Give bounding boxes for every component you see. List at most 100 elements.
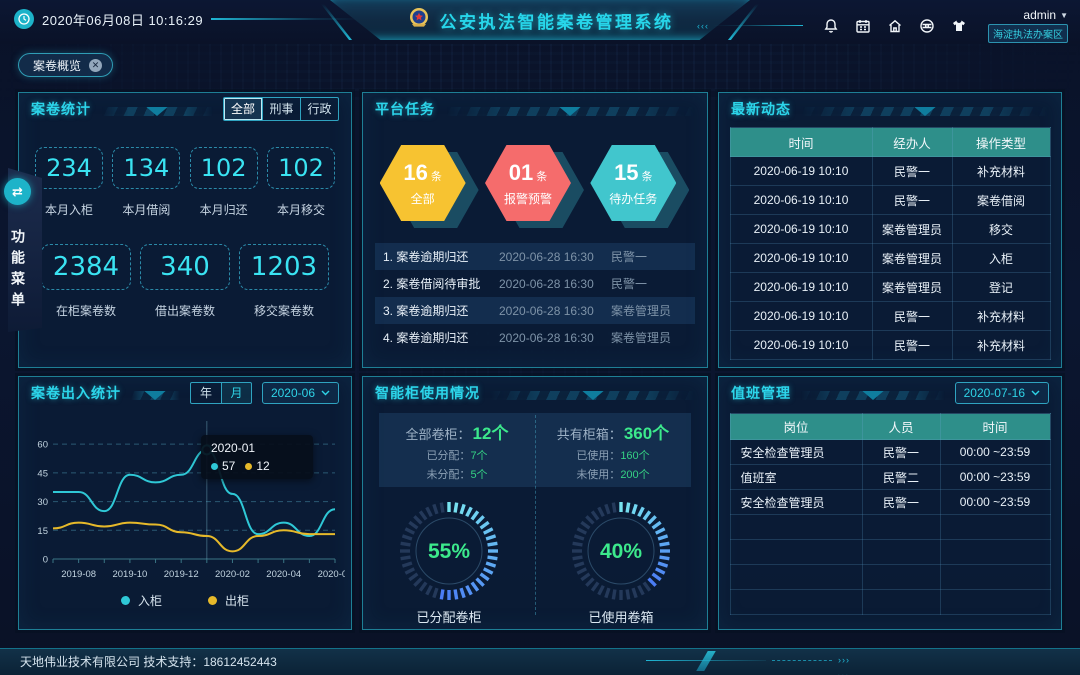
legend-dot-out: [245, 463, 253, 470]
footer-decor-lines: ››› ›››: [646, 655, 850, 675]
chevron-down-icon: ▼: [1060, 10, 1068, 20]
tab-criminal[interactable]: 刑事: [262, 98, 300, 120]
title-banner: 公安执法智能案卷管理系统: [305, 0, 775, 42]
svg-text:2020-06: 2020-06: [318, 569, 345, 580]
table-row-empty: [729, 589, 1051, 615]
shirt-icon[interactable]: [950, 17, 967, 34]
gauge-ring: 40%: [572, 502, 670, 600]
stat-month-transfer: 102 本月移交: [266, 147, 335, 218]
tab-case-overview[interactable]: 案卷概览 ✕: [18, 53, 114, 77]
stat-label: 本月归还: [199, 203, 248, 217]
table-row: 2020-06-19 10:10 案卷管理员 入柜: [729, 243, 1051, 273]
header-left-decor-line: [211, 18, 362, 20]
hexagon-all-tasks[interactable]: 16 条 全部: [379, 143, 480, 228]
month-select[interactable]: 2020-06: [261, 382, 339, 404]
task-row[interactable]: 1. 案卷逾期归还 2020-06-28 16:30 民警一: [375, 243, 695, 270]
stat-label: 在柜案卷数: [55, 304, 116, 318]
svg-text:2020-04: 2020-04: [266, 569, 301, 580]
task-row[interactable]: 4. 案卷逾期归还 2020-06-28 16:30 案卷管理员: [383, 330, 672, 346]
stat-value: 2384: [41, 244, 131, 290]
hexagon-alarm-warning[interactable]: 01 条 报警预警: [484, 143, 585, 228]
clock-icon: [14, 9, 34, 29]
panel-decor: [131, 390, 180, 400]
table-row-empty: [729, 514, 1051, 540]
latest-activity-table: 时间 经办人 操作类型 2020-06-19 10:10 民警一 补充材料 2020…: [729, 127, 1051, 360]
inout-chart-svg: 0 15 30 45 60 2019-08 2019-10 2019-12 2020-02 202…: [37, 421, 352, 580]
gauge-used-boxes: 40% 已使用卷箱: [535, 497, 707, 626]
table-row: 2020-06-19 10:10 案卷管理员 登记: [729, 272, 1051, 302]
chart-legend: 入柜 出柜: [19, 592, 351, 609]
duty-table: 岗位 人员 时间 安全检查管理员 民警一 00:00 ~23:59 值班室 民警二 00…: [729, 413, 1051, 615]
table-row: 2020-06-19 10:10 民警一 补充材料: [729, 330, 1051, 360]
svg-text:40%: 40%: [600, 540, 642, 563]
gauge-ring: 55%: [400, 502, 498, 600]
bell-icon[interactable]: [822, 17, 839, 34]
panel-title: 平台任务: [375, 101, 435, 117]
stat-value: 102: [266, 147, 335, 189]
toggle-month[interactable]: 月: [220, 383, 251, 403]
stat-borrowed: 340 借出案卷数: [140, 244, 230, 319]
year-month-toggle: 年 月: [189, 382, 252, 404]
legend-item-out[interactable]: 出柜: [208, 592, 249, 609]
panel-decor: [490, 390, 695, 400]
org-area-badge: 海淀执法办案区: [988, 24, 1068, 43]
home-icon[interactable]: [886, 17, 903, 34]
top-header: 2020年06月08日 10:16:29 ››› 公安执法智能案卷管理系统: [0, 0, 1080, 44]
svg-text:45: 45: [37, 468, 48, 479]
table-row-empty: [729, 539, 1051, 565]
gauge-assigned-cabinets: 55% 已分配卷柜: [363, 497, 535, 626]
tab-close-icon[interactable]: ✕: [89, 58, 103, 72]
chart-tooltip: 2020-01 57 12: [201, 435, 313, 479]
disc-icon[interactable]: [918, 17, 935, 34]
stat-value: 102: [189, 147, 258, 189]
panel-title: 最新动态: [731, 101, 791, 117]
stat-month-return: 102 本月归还: [189, 147, 258, 218]
stat-value: 340: [140, 244, 230, 290]
panel-title: 案卷出入统计: [31, 385, 121, 401]
user-name: admin: [1023, 8, 1057, 22]
police-emblem-icon: [407, 6, 431, 35]
tab-administrative[interactable]: 行政: [300, 98, 338, 120]
stat-month-in: 234 本月入柜: [35, 147, 103, 218]
vertical-divider: [535, 415, 536, 615]
chevron-down-icon: [1031, 390, 1040, 396]
table-row: 2020-06-19 10:10 民警一 补充材料: [729, 156, 1051, 186]
header-right-decor: ‹‹‹: [697, 21, 803, 31]
case-type-tabs: 全部 刑事 行政: [223, 97, 339, 121]
stat-label: 本月借阅: [122, 203, 171, 217]
panel-latest-activity: 最新动态 时间 经办人 操作类型 2020-06-19 10:10 民警一 补充材料…: [718, 92, 1062, 368]
tab-all[interactable]: 全部: [224, 98, 262, 120]
stat-month-borrow: 134 本月借阅: [112, 147, 181, 218]
panel-decor: [101, 106, 213, 116]
table-header-row: 时间 经办人 操作类型: [729, 127, 1051, 157]
panel-title: 智能柜使用情况: [375, 385, 480, 401]
stat-label: 借出案卷数: [154, 304, 215, 318]
svg-text:2019-12: 2019-12: [164, 569, 199, 580]
toggle-year[interactable]: 年: [199, 386, 212, 400]
stat-label: 本月入柜: [44, 203, 93, 217]
duty-date-select[interactable]: 2020-07-16: [954, 382, 1049, 404]
panel-decor: [801, 106, 1049, 116]
svg-text:2020-02: 2020-02: [215, 569, 250, 580]
footer-support-text: 天地伟业技术有限公司 技术支持：18612452443: [20, 655, 277, 669]
panel-platform-tasks: 平台任务 16 条 全部 01 条 报警预警 15 条: [362, 92, 708, 368]
legend-item-in[interactable]: 入柜: [120, 592, 162, 609]
footer: 天地伟业技术有限公司 技术支持：18612452443 ››› ›››: [0, 648, 1080, 675]
user-menu[interactable]: admin ▼: [1023, 8, 1068, 22]
function-menu-toggle-icon[interactable]: ⇄: [4, 178, 31, 205]
task-row[interactable]: 2. 案卷借阅待审批 2020-06-28 16:30 民警一: [383, 276, 648, 292]
table-row: 2020-06-19 10:10 民警一 案卷借阅: [729, 185, 1051, 215]
stat-label: 本月移交: [276, 203, 325, 217]
task-row[interactable]: 3. 案卷逾期归还 2020-06-28 16:30 案卷管理员: [375, 297, 695, 324]
stat-value: 234: [35, 147, 103, 189]
inout-chart[interactable]: 0 15 30 45 60 2019-08 2019-10 2019-12 2020-02 202…: [25, 413, 352, 590]
svg-text:0: 0: [43, 555, 48, 566]
calendar-icon[interactable]: [854, 17, 871, 34]
svg-text:15: 15: [37, 526, 48, 537]
hexagon-todo-tasks[interactable]: 15 条 待办任务: [590, 143, 690, 228]
panel-case-stats: 案卷统计 全部 刑事 行政 234 本月入柜 134 本月借阅 102 本月归还: [18, 92, 352, 368]
app-title: 公安执法智能案卷管理系统: [439, 12, 674, 32]
legend-dot-in: [211, 463, 218, 470]
function-menu-label: 功能菜单: [10, 229, 26, 313]
stat-transferred: 1203 移交案卷数: [239, 244, 329, 319]
